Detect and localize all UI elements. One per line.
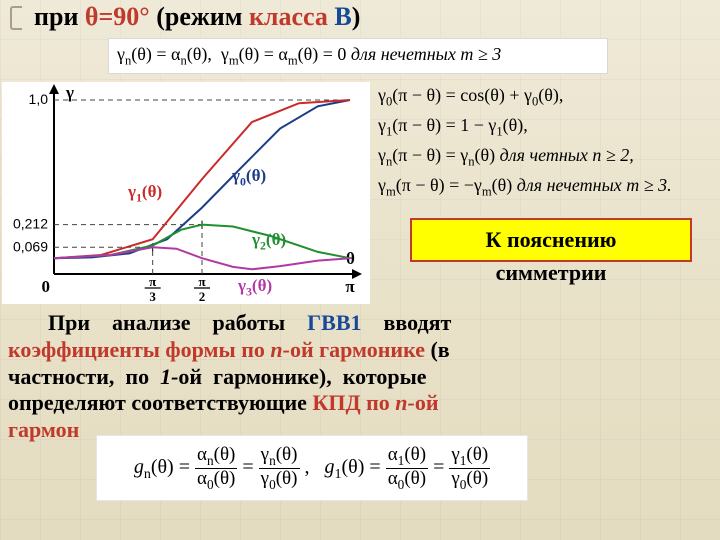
svg-text:0,212: 0,212 bbox=[13, 216, 48, 232]
svg-text:1,0: 1,0 bbox=[29, 91, 49, 107]
title-theta: θ=90° bbox=[85, 2, 150, 31]
top-formula-text: γn(θ) = αn(θ), γm(θ) = αm(θ) = 0 для неч… bbox=[117, 44, 501, 69]
title-mode: режим bbox=[165, 2, 249, 31]
symmetry-formulas: γ0(π − θ) = cos(θ) + γ0(θ),γ1(π − θ) = 1… bbox=[378, 82, 716, 202]
svg-text:0,069: 0,069 bbox=[13, 238, 48, 254]
gamma-chart: γθ1,00,2120,0690π3π2πγ1(θ)γ0(θ)γ2(θ)γ3(θ… bbox=[2, 82, 370, 304]
svg-text:3: 3 bbox=[149, 289, 156, 304]
title-b: B bbox=[334, 2, 351, 31]
symmetry-note-line2: симметрии bbox=[412, 260, 690, 286]
bottom-formula-text: gn(θ) = αn(θ)α0(θ) = γn(θ)γ0(θ) , g1(θ) … bbox=[134, 445, 490, 492]
svg-text:0: 0 bbox=[42, 277, 51, 296]
title-bo: ( bbox=[150, 2, 165, 31]
title-bullet bbox=[10, 6, 22, 30]
chart-svg: γθ1,00,2120,0690π3π2πγ1(θ)γ0(θ)γ2(θ)γ3(θ… bbox=[2, 82, 370, 304]
symmetry-note-box: К пояснению симметрии bbox=[410, 218, 692, 262]
top-formula-box: γn(θ) = αn(θ), γm(θ) = αm(θ) = 0 для неч… bbox=[108, 38, 608, 74]
svg-text:π: π bbox=[198, 274, 205, 289]
title-bc: ) bbox=[352, 2, 361, 31]
svg-text:π: π bbox=[149, 274, 156, 289]
svg-text:γ: γ bbox=[65, 83, 74, 102]
symmetry-note-line1: К пояснению bbox=[486, 227, 617, 253]
title-pre: при bbox=[34, 2, 85, 31]
bottom-formula-box: gn(θ) = αn(θ)α0(θ) = γn(θ)γ0(θ) , g1(θ) … bbox=[96, 435, 528, 501]
svg-text:π: π bbox=[345, 277, 355, 296]
body-paragraph: При анализе работы ГВВ1 вводяткоэффициен… bbox=[8, 310, 712, 444]
title-class: класса bbox=[249, 2, 334, 31]
svg-text:2: 2 bbox=[199, 289, 206, 304]
slide-title: при θ=90° (режим класса B) bbox=[34, 2, 714, 32]
